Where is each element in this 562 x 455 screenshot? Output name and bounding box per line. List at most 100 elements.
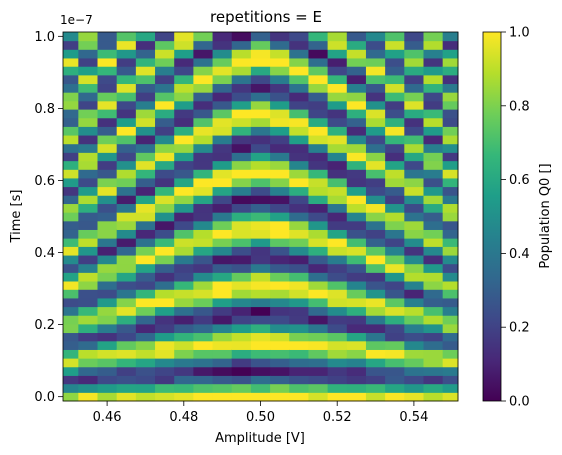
heatmap-cell	[442, 194, 459, 205]
heatmap-cell	[231, 160, 252, 170]
heatmap-cell	[78, 117, 99, 127]
heatmap-cell	[116, 315, 137, 325]
heatmap-cell	[385, 392, 405, 402]
heatmap-cell	[404, 169, 424, 179]
heatmap-cell	[308, 126, 329, 136]
heatmap-cell	[346, 375, 367, 385]
heatmap-cell	[365, 57, 386, 67]
heatmap-cell	[155, 332, 175, 342]
heatmap-cell	[404, 92, 424, 102]
heatmap-cell	[116, 297, 137, 308]
heatmap-cell	[231, 177, 252, 188]
heatmap-cell	[385, 280, 405, 290]
heatmap-cell	[231, 306, 252, 316]
heatmap-cell	[346, 203, 367, 213]
heatmap-cell	[346, 160, 367, 170]
heatmap-cell	[327, 383, 348, 393]
heatmap-cell	[174, 263, 194, 273]
y-tick-label: 0.4	[34, 246, 55, 261]
heatmap-cell	[404, 332, 424, 342]
heatmap-cell	[250, 323, 271, 334]
heatmap-cell	[63, 297, 79, 308]
heatmap-cell	[135, 280, 156, 290]
heatmap-cell	[250, 160, 271, 170]
heatmap-cell	[212, 126, 233, 136]
heatmap-cell	[365, 194, 386, 205]
heatmap-cell	[250, 349, 271, 359]
heatmap-cell	[63, 289, 79, 299]
heatmap-cell	[327, 152, 348, 162]
heatmap-cell	[346, 186, 367, 196]
heatmap-cell	[174, 194, 194, 205]
heatmap-cell	[385, 375, 405, 385]
heatmap-cell	[289, 349, 309, 359]
heatmap-cell	[308, 237, 329, 247]
y-axis-ticks: 0.0 0.2 0.4 0.6 0.8 1.0	[34, 30, 63, 405]
heatmap-cell	[155, 306, 175, 316]
heatmap-cell	[346, 263, 367, 273]
colorbar-ticks: 0.0 0.2 0.4 0.6 0.8 1.0	[501, 26, 530, 410]
heatmap-cell	[270, 66, 290, 76]
heatmap-cell	[385, 323, 405, 334]
heatmap-cell	[289, 280, 309, 290]
heatmap-cell	[442, 280, 459, 290]
heatmap-cell	[116, 263, 137, 273]
heatmap-cell	[404, 186, 424, 196]
heatmap-cell	[250, 229, 271, 239]
heatmap-cell	[270, 383, 290, 393]
heatmap-cell	[423, 152, 444, 162]
heatmap-cell	[346, 358, 367, 368]
heatmap-cell	[212, 220, 233, 230]
heatmap-cell	[289, 297, 309, 308]
heatmap-cell	[289, 340, 309, 350]
heatmap-cell	[116, 177, 137, 188]
heatmap-cell	[270, 57, 290, 67]
heatmap-cell	[385, 255, 405, 265]
heatmap-cell	[174, 203, 194, 213]
heatmap-cell	[193, 315, 214, 325]
heatmap-cell	[231, 383, 252, 393]
heatmap-cell	[135, 186, 156, 196]
heatmap-cell	[97, 392, 118, 402]
heatmap-cell	[250, 340, 271, 350]
heatmap-cell	[327, 255, 348, 265]
heatmap-cell	[365, 315, 386, 325]
heatmap-cell	[135, 169, 156, 179]
heatmap-cell	[212, 375, 233, 385]
heatmap-cell	[308, 135, 329, 145]
heatmap-cell	[270, 194, 290, 205]
heatmap-cell	[193, 83, 214, 93]
heatmap-cell	[116, 74, 137, 85]
heatmap-cell	[116, 220, 137, 230]
heatmap-cell	[327, 160, 348, 170]
heatmap-cell	[212, 186, 233, 196]
heatmap-cell	[385, 186, 405, 196]
heatmap-cells	[63, 32, 459, 402]
heatmap-cell	[442, 117, 459, 127]
heatmap-cell	[289, 169, 309, 179]
x-tick-label: 0.54	[399, 410, 428, 425]
heatmap-cell	[365, 160, 386, 170]
heatmap-cell	[346, 220, 367, 230]
heatmap-cell	[404, 74, 424, 85]
heatmap-cell	[346, 143, 367, 153]
heatmap-cell	[423, 349, 444, 359]
heatmap-cell	[442, 237, 459, 247]
heatmap-cell	[404, 280, 424, 290]
heatmap-cell	[250, 272, 271, 282]
heatmap-cell	[365, 186, 386, 196]
heatmap-cell	[231, 246, 252, 256]
heatmap-cell	[97, 263, 118, 273]
heatmap-cell	[63, 57, 79, 67]
heatmap-cell	[385, 57, 405, 67]
heatmap-cell	[270, 152, 290, 162]
heatmap-cell	[63, 177, 79, 188]
heatmap-cell	[174, 169, 194, 179]
heatmap-cell	[327, 289, 348, 299]
heatmap-cell	[442, 229, 459, 239]
heatmap-cell	[174, 126, 194, 136]
heatmap-cell	[327, 32, 348, 42]
heatmap-cell	[442, 66, 459, 76]
heatmap-cell	[212, 315, 233, 325]
